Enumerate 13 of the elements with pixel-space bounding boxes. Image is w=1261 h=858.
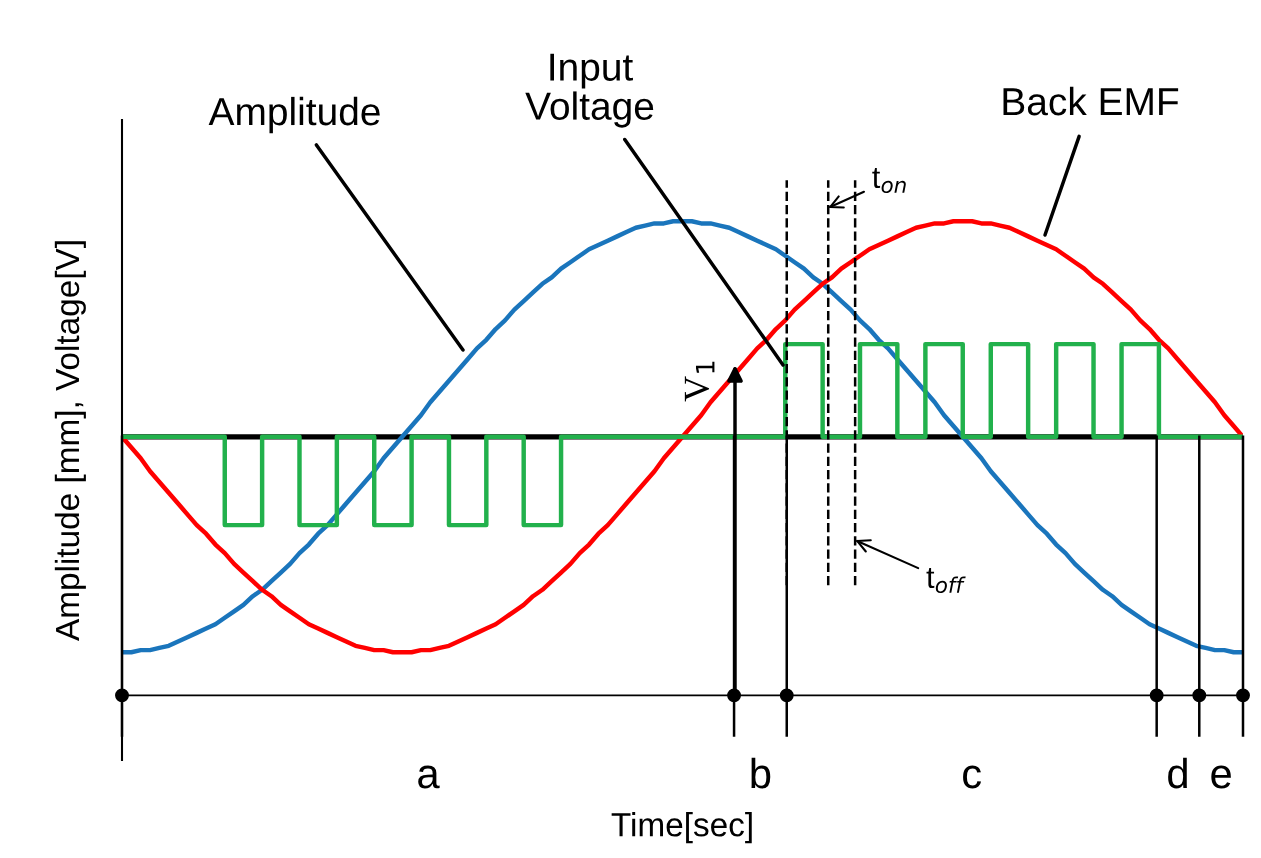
text: e [1211, 765, 1231, 789]
text: t$_{on}$ [872, 168, 906, 194]
text: b [751, 757, 771, 789]
text: Amplitude [208, 96, 380, 134]
y-axis-title: Amplitude [mm], Voltage[V] [54, 241, 86, 641]
text: Back EMF [1003, 86, 1179, 116]
text: Input Voltage [525, 53, 654, 128]
x-axis-title: Time[sec] [611, 812, 752, 844]
annotation: t$_{off}$ [926, 568, 966, 594]
annotation: V$_{1}$ [684, 361, 715, 402]
text: d [1168, 757, 1187, 789]
text: a [418, 765, 440, 789]
text: c [963, 765, 982, 789]
